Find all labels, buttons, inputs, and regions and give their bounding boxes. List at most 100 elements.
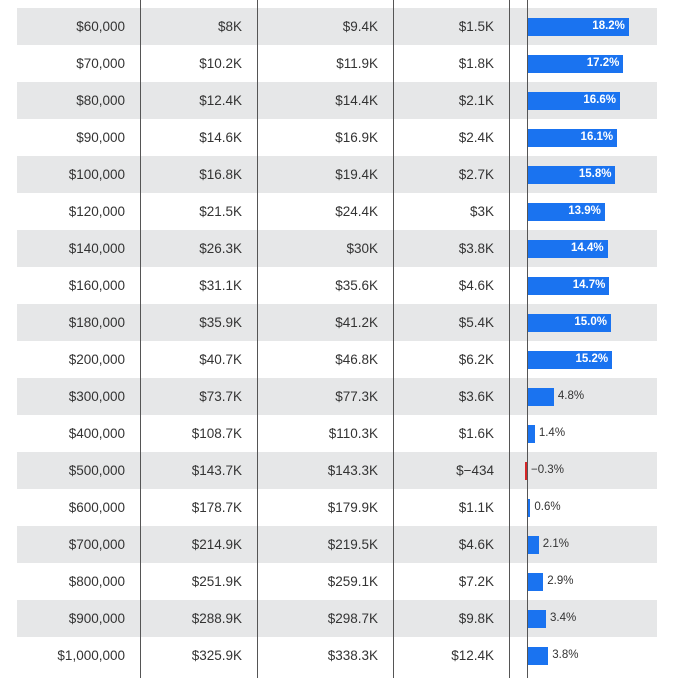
difference-cell: $5.4K [458, 315, 494, 330]
difference-cell: $2.4K [458, 130, 494, 145]
percent-bar [527, 647, 549, 665]
income-cell: $700,000 [68, 537, 125, 552]
percent-label: 2.1% [542, 538, 569, 550]
income-cell: $140,000 [68, 241, 125, 256]
percent-label: 13.9% [568, 205, 601, 217]
percent-bar [527, 573, 544, 591]
value-b-cell: $259.1K [327, 574, 378, 589]
income-cell: $120,000 [68, 204, 125, 219]
value-b-cell: $179.9K [327, 500, 378, 515]
income-cell: $400,000 [68, 426, 125, 441]
value-b-cell: $77.3K [335, 389, 378, 404]
table-row: $140,000 $26.3K $30K $3.8K 14.4% [17, 230, 657, 267]
table-row: $400,000 $108.7K $110.3K $1.6K 1.4% [17, 415, 657, 452]
table-row: $300,000 $73.7K $77.3K $3.6K 4.8% [17, 378, 657, 415]
value-b-cell: $14.4K [335, 93, 378, 108]
income-cell: $60,000 [76, 19, 125, 34]
value-b-cell: $16.9K [335, 130, 378, 145]
value-b-cell: $9.4K [342, 19, 378, 34]
value-b-cell: $46.8K [335, 352, 378, 367]
table-row: $160,000 $31.1K $35.6K $4.6K 14.7% [17, 267, 657, 304]
table-row: $800,000 $251.9K $259.1K $7.2K 2.9% [17, 563, 657, 600]
percent-bar [527, 536, 539, 554]
difference-cell: $4.6K [458, 537, 494, 552]
table-row: $900,000 $288.9K $298.7K $9.8K 3.4% [17, 600, 657, 637]
difference-cell: $12.4K [451, 648, 494, 663]
value-a-cell: $14.6K [199, 130, 242, 145]
column-divider [257, 0, 258, 678]
income-cell: $90,000 [76, 130, 125, 145]
tax-comparison-table: $60,000 $8K $9.4K $1.5K 18.2% $70,000 $10.2K $1… [17, 8, 657, 674]
percent-label: 0.6% [534, 501, 561, 513]
percent-bar [527, 351, 613, 369]
difference-cell: $4.6K [458, 278, 494, 293]
value-b-cell: $24.4K [335, 204, 378, 219]
value-a-cell: $108.7K [191, 426, 242, 441]
percent-bar [527, 129, 618, 147]
percent-label: 15.0% [574, 316, 607, 328]
percent-label: 16.6% [583, 94, 616, 106]
table-row: $60,000 $8K $9.4K $1.5K 18.2% [17, 8, 657, 45]
bar-zero-axis [527, 0, 528, 678]
percent-bar [527, 314, 611, 332]
table-row: $90,000 $14.6K $16.9K $2.4K 16.1% [17, 119, 657, 156]
percent-label: 1.4% [538, 427, 566, 439]
percent-label: 3.4% [550, 612, 577, 624]
value-a-cell: $16.8K [199, 167, 242, 182]
value-b-cell: $298.7K [327, 611, 378, 626]
percent-label: 3.8% [552, 649, 579, 661]
percent-bar [527, 240, 608, 258]
percent-label: −0.3% [531, 464, 564, 476]
value-a-cell: $26.3K [199, 241, 242, 256]
income-cell: $70,000 [76, 56, 125, 71]
difference-cell: $1.8K [458, 56, 494, 71]
value-b-cell: $41.2K [335, 315, 378, 330]
column-divider [140, 0, 141, 678]
income-cell: $300,000 [68, 389, 125, 404]
table-row: $600,000 $178.7K $179.9K $1.1K 0.6% [17, 489, 657, 526]
percent-bar [527, 388, 554, 406]
value-a-cell: $35.9K [199, 315, 242, 330]
value-a-cell: $178.7K [191, 500, 242, 515]
income-cell: $1,000,000 [57, 648, 125, 663]
percent-label: 14.4% [571, 242, 604, 254]
percent-bar [527, 425, 535, 443]
value-b-cell: $35.6K [335, 278, 378, 293]
value-b-cell: $30K [346, 241, 378, 256]
percent-bar [527, 92, 620, 110]
income-cell: $180,000 [68, 315, 125, 330]
table-row: $700,000 $214.9K $219.5K $4.6K 2.1% [17, 526, 657, 563]
difference-cell: $6.2K [458, 352, 494, 367]
percent-label: 17.2% [586, 57, 620, 69]
income-cell: $900,000 [68, 611, 125, 626]
value-a-cell: $8K [217, 19, 242, 34]
value-b-cell: $11.9K [336, 56, 378, 71]
table-row: $70,000 $10.2K $11.9K $1.8K 17.2% [17, 45, 657, 82]
table-row: $500,000 $143.7K $143.3K $−434 −0.3% [17, 452, 657, 489]
percent-label: 18.2% [592, 20, 625, 32]
percent-bar [527, 55, 624, 73]
table-row: $1,000,000 $325.9K $338.3K $12.4K 3.8% [17, 637, 657, 674]
value-b-cell: $110.3K [328, 426, 378, 441]
percent-label: 16.1% [580, 131, 614, 143]
difference-cell: $3.8K [458, 241, 494, 256]
value-b-cell: $143.3K [327, 463, 378, 478]
difference-cell: $1.1K [458, 500, 494, 515]
value-a-cell: $251.9K [191, 574, 242, 589]
income-cell: $200,000 [68, 352, 125, 367]
column-divider [393, 0, 394, 678]
value-a-cell: $21.5K [199, 204, 242, 219]
income-cell: $500,000 [68, 463, 125, 478]
difference-cell: $9.8K [458, 611, 494, 626]
value-b-cell: $219.5K [327, 537, 378, 552]
percent-bar [527, 277, 610, 295]
difference-cell: $3K [469, 204, 494, 219]
income-cell: $800,000 [68, 574, 125, 589]
income-cell: $80,000 [76, 93, 125, 108]
value-a-cell: $325.9K [191, 648, 242, 663]
value-a-cell: $31.1K [199, 278, 242, 293]
income-cell: $100,000 [68, 167, 125, 182]
difference-cell: $1.5K [458, 19, 494, 34]
value-b-cell: $19.4K [335, 167, 378, 182]
percent-bar [527, 610, 547, 628]
